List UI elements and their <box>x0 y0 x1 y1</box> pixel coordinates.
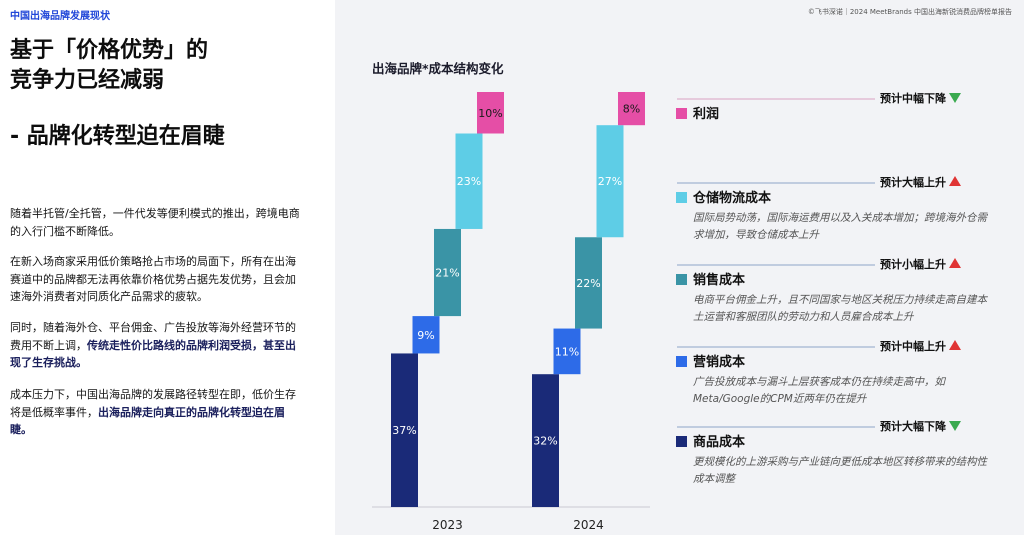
cost-legend-item: 商品成本 <box>676 431 745 450</box>
section-tag: 中国出海品牌发展现状 <box>10 11 110 22</box>
data-label-2023-商品成本: 37% <box>392 424 416 437</box>
trend-text: 预计中幅上升 <box>880 340 946 353</box>
trend-text: 预计大幅下降 <box>880 420 946 433</box>
bar-2024-利润 <box>618 92 645 126</box>
legend-label: 商品成本 <box>693 435 746 450</box>
legend-swatch <box>676 108 687 119</box>
trend-indicator: 预计中幅下降 <box>880 90 961 106</box>
source-note: ©飞书深诺｜2024 MeetBrands 中国出海新锐消费品牌榜单报告 <box>807 8 1012 16</box>
paragraph-2: 在新入场商家采用低价策略抢占市场的局面下，所有在出海赛道中的品牌都无法再依靠价格… <box>10 255 296 303</box>
paragraph-3-text: 同时，随着海外仓、平台佣金、广告投放等海外经营环节的费用不断上调， <box>10 321 296 352</box>
paragraph-1: 随着半托管/全托管，一件代发等便利模式的推出，跨境电商的入行门槛不断降低。 <box>10 207 300 238</box>
paragraph-3: 同时，随着海外仓、平台佣金、广告投放等海外经营环节的费用不断上调，传统走性价比路… <box>10 319 306 372</box>
data-label-2023-利润: 10% <box>478 107 502 120</box>
triangle-up-icon <box>949 258 961 268</box>
legend-label: 营销成本 <box>693 355 746 370</box>
legend-swatch <box>676 356 687 367</box>
data-label-2023-仓储物流成本: 23% <box>457 175 481 188</box>
cost-legend-item: 销售成本 <box>676 269 745 288</box>
trend-text: 预计大幅上升 <box>880 176 946 189</box>
data-label-2024-商品成本: 32% <box>533 435 557 448</box>
cost-legend-item: 仓储物流成本 <box>676 187 771 206</box>
data-label-2024-利润: 8% <box>623 103 640 116</box>
trend-indicator: 预计大幅下降 <box>880 418 961 434</box>
cost-description: 国际局势动荡，国际海运费用以及入关成本增加；跨境海外仓需求增加，导致仓储成本上升 <box>693 212 987 241</box>
triangle-up-icon <box>949 340 961 350</box>
trend-text: 预计中幅下降 <box>880 92 946 105</box>
data-label-2024-营销成本: 11% <box>555 345 579 358</box>
legend-swatch <box>676 274 687 285</box>
bar-2023-仓储物流成本 <box>455 133 483 229</box>
data-label-2024-仓储物流成本: 27% <box>598 175 622 188</box>
bar-2024-营销成本 <box>553 328 581 375</box>
left-panel <box>0 0 335 535</box>
legend-label: 销售成本 <box>693 273 746 288</box>
x-tick-label-2024: 2024 <box>573 518 604 532</box>
legend-label: 利润 <box>693 107 720 122</box>
cost-legend-item: 利润 <box>676 103 719 122</box>
cost-legend-item: 营销成本 <box>676 351 745 370</box>
x-tick-label-2023: 2023 <box>432 518 463 532</box>
bar-2024-仓储物流成本 <box>596 125 624 238</box>
trend-indicator: 预计中幅上升 <box>880 338 961 354</box>
legend-swatch <box>676 192 687 203</box>
legend-swatch <box>676 436 687 447</box>
bar-2023-销售成本 <box>434 228 461 317</box>
headline-line-3: - 品牌化转型迫在眉睫 <box>10 124 225 149</box>
data-label-2023-销售成本: 21% <box>435 267 459 280</box>
triangle-up-icon <box>949 176 961 186</box>
headline-line-1: 基于「价格优势」的 <box>10 38 209 63</box>
cost-description: 广告投放成本与漏斗上层获客成本仍在持续走高中，如Meta/Google的CPM近… <box>693 376 945 405</box>
trend-text: 预计小幅上升 <box>880 258 946 271</box>
bar-2023-利润 <box>477 92 504 134</box>
data-label-2024-销售成本: 22% <box>576 277 600 290</box>
paragraph-4-emphasis: 出海品牌走向真正的品牌化转型迫在眉睫。 <box>10 405 285 437</box>
cost-description: 电商平台佣金上升，且不同国家与地区关税压力持续走高自建本土运营和客服团队的劳动力… <box>693 294 987 323</box>
bar-2024-商品成本 <box>532 374 559 507</box>
trend-indicator: 预计大幅上升 <box>880 174 961 190</box>
cost-description: 更规模化的上游采购与产业链向更低成本地区转移带来的结构性成本调整 <box>693 456 987 485</box>
bar-2023-营销成本 <box>412 316 440 354</box>
legend-label: 仓储物流成本 <box>693 191 772 206</box>
headline-line-2: 竞争力已经减弱 <box>10 68 165 93</box>
chart-title: 出海品牌*成本结构变化 <box>372 61 504 76</box>
trend-indicator: 预计小幅上升 <box>880 256 961 272</box>
triangle-down-icon <box>949 93 961 103</box>
paragraph-4: 成本压力下，中国出海品牌的发展路径转型在即，低价生存将是低概率事件，出海品牌走向… <box>10 386 306 439</box>
bar-2024-销售成本 <box>575 237 602 329</box>
paragraph-4-text: 成本压力下，中国出海品牌的发展路径转型在即，低价生存将是低概率事件， <box>10 388 296 419</box>
triangle-down-icon <box>949 421 961 431</box>
paragraph-3-emphasis: 传统走性价比路线的品牌利润受损，甚至出现了生存挑战。 <box>10 338 296 370</box>
data-label-2023-营销成本: 9% <box>417 329 434 342</box>
bar-2023-商品成本 <box>391 353 418 507</box>
